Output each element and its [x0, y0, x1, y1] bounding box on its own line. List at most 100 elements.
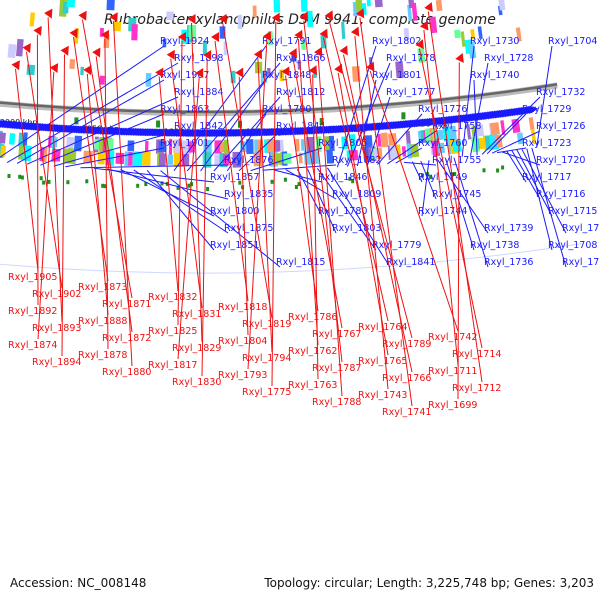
reverse-gene-label: Rxyl_1892 — [8, 306, 57, 317]
reverse-gene-label: Rxyl_1793 — [218, 370, 267, 381]
feature-dot — [297, 182, 301, 187]
reverse-gene-label: Rxyl_1765 — [358, 356, 407, 367]
forward-gene-label: Rxyl_1835 — [224, 189, 273, 200]
feature-block — [66, 0, 76, 8]
forward-leader-line — [491, 130, 541, 154]
feature-dot — [351, 179, 355, 184]
reverse-leader-line — [222, 22, 273, 319]
feature-dot — [270, 179, 274, 184]
forward-gene-label: Rxyl_1740 — [470, 70, 519, 81]
forward-leader-line — [536, 45, 553, 148]
reverse-gene-label: Rxyl_1714 — [452, 349, 501, 360]
reverse-leader-line — [285, 75, 319, 312]
forward-leader-line — [453, 157, 489, 268]
feature-dot — [187, 183, 191, 188]
reverse-gene-arrow — [262, 30, 272, 41]
reverse-gene-arrow — [319, 28, 328, 39]
reverse-gene-arrow — [69, 28, 78, 39]
forward-gene-label: Rxyl_1851 — [210, 240, 259, 251]
forward-leader-line — [473, 79, 478, 156]
feature-block — [128, 152, 133, 166]
feature-dot — [39, 176, 43, 181]
feature-dot — [85, 179, 89, 184]
feature-block — [378, 147, 383, 160]
scale-tick-mark — [401, 112, 406, 120]
reverse-leader-line — [423, 29, 459, 366]
reverse-strand-genes: Rxyl_1905Rxyl_1902Rxyl_1892Rxyl_1893Rxyl… — [8, 2, 501, 418]
reverse-leader-line — [177, 40, 183, 326]
feature-block — [0, 132, 6, 144]
forward-leader-line — [366, 96, 391, 166]
reverse-leader-line — [297, 38, 319, 346]
forward-leader-line — [173, 45, 267, 172]
feature-block — [26, 64, 36, 76]
reverse-gene-arrow — [218, 13, 227, 24]
feature-block — [395, 61, 405, 79]
forward-leader-line — [377, 113, 423, 165]
reverse-gene-arrow — [281, 66, 290, 77]
reverse-gene-label: Rxyl_1874 — [8, 340, 57, 351]
forward-leader-line — [306, 168, 337, 234]
reverse-gene-arrow — [415, 39, 424, 50]
feature-dot — [206, 187, 210, 191]
forward-leader-line — [481, 96, 541, 155]
feature-block — [273, 0, 281, 13]
reverse-gene-arrow — [44, 8, 53, 19]
feature-block — [306, 136, 315, 153]
feature-dot — [136, 183, 140, 188]
feature-block — [29, 12, 35, 27]
forward-gene-label: Rxyl_1842 — [174, 121, 223, 132]
feature-block — [530, 128, 537, 145]
reverse-leader-line — [369, 70, 459, 332]
feature-block — [466, 124, 472, 140]
feature-block — [115, 152, 125, 165]
reverse-gene-arrow — [299, 11, 309, 22]
reverse-gene-label: Rxyl_1878 — [78, 350, 127, 361]
forward-leader-line — [506, 151, 527, 183]
feature-block — [223, 139, 229, 155]
forward-leader-line — [496, 147, 527, 154]
forward-gene-label: Rxyl_1848 — [262, 70, 311, 81]
reverse-gene-arrow — [235, 67, 244, 78]
forward-leader-line — [411, 161, 423, 183]
reverse-gene-label: Rxyl_1902 — [32, 289, 81, 300]
reverse-gene-arrow — [334, 63, 343, 74]
feature-dot — [294, 185, 298, 189]
forward-gene-label: Rxyl_1924 — [160, 36, 209, 47]
feature-block — [328, 135, 335, 152]
feature-block — [452, 140, 462, 153]
reverse-gene-arrow — [109, 12, 118, 23]
reverse-leader-line — [214, 40, 249, 302]
feature-block — [454, 29, 461, 39]
reverse-leader-line — [61, 54, 65, 357]
forward-gene-label: Rxyl_1732 — [536, 87, 585, 98]
feature-block — [7, 43, 17, 59]
reverse-leader-line — [317, 56, 343, 397]
forward-leader-line — [420, 160, 437, 200]
reverse-gene-label: Rxyl_1825 — [148, 326, 197, 337]
forward-gene-label: Rxyl_1730 — [470, 36, 519, 47]
reverse-leader-line — [247, 40, 268, 370]
feature-block — [364, 135, 373, 148]
reverse-gene-arrow — [11, 60, 20, 71]
reverse-gene-label: Rxyl_1893 — [32, 323, 81, 334]
forward-gene-label: Rxyl_1720 — [536, 155, 585, 166]
forward-leader-line — [470, 62, 489, 156]
forward-leader-line — [106, 168, 229, 200]
reverse-gene-arrow — [60, 45, 69, 56]
forward-gene-label: Rxyl_1841 — [386, 257, 435, 268]
feature-block — [131, 24, 138, 41]
feature-block — [417, 47, 426, 63]
feature-block — [380, 132, 389, 148]
reverse-leader-line — [37, 71, 55, 340]
forward-leader-line — [273, 169, 323, 183]
forward-gene-label: Rxyl_1717 — [522, 172, 571, 183]
forward-leader-line — [6, 62, 179, 164]
reverse-gene-arrow — [195, 68, 204, 79]
forward-gene-label: Rxyl_1778 — [386, 53, 435, 64]
reverse-gene-label: Rxyl_1894 — [32, 357, 81, 368]
forward-gene-label: Rxyl_1705 — [562, 257, 600, 268]
reverse-leader-line — [47, 17, 63, 323]
reverse-leader-line — [170, 58, 203, 309]
forward-leader-line — [40, 113, 165, 166]
